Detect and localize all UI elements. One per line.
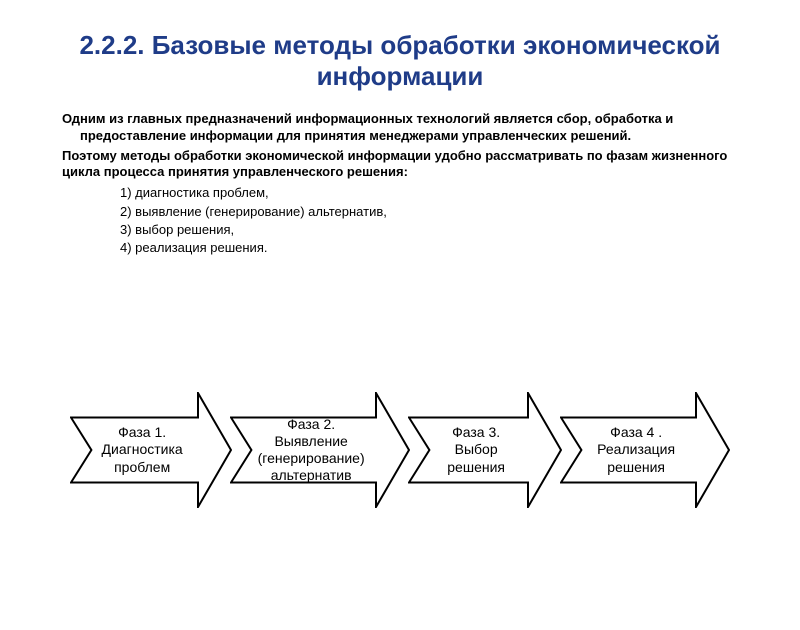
- phase-flow-diagram: Фаза 1. Диагностика проблем Фаза 2. Выяв…: [0, 392, 800, 508]
- phase-arrow-1: Фаза 1. Диагностика проблем: [70, 392, 232, 508]
- phase-arrow-3: Фаза 3. Выбор решения: [408, 392, 562, 508]
- phase-arrow-4: Фаза 4 . Реализация решения: [560, 392, 730, 508]
- intro-paragraph-2: Поэтому методы обработки экономической и…: [32, 148, 768, 181]
- phase-arrow-label: Фаза 4 . Реализация решения: [570, 424, 702, 475]
- phase-arrow-label: Фаза 3. Выбор решения: [418, 424, 534, 475]
- phase-list-item: 1) диагностика проблем,: [120, 184, 768, 202]
- phase-arrow-2: Фаза 2. Выявление (генерирование) альтер…: [230, 392, 410, 508]
- phase-arrow-label: Фаза 2. Выявление (генерирование) альтер…: [240, 416, 382, 484]
- phase-list-item: 4) реализация решения.: [120, 239, 768, 257]
- phase-arrow-label: Фаза 1. Диагностика проблем: [80, 424, 204, 475]
- phase-list: 1) диагностика проблем, 2) выявление (ге…: [120, 184, 768, 257]
- phase-list-item: 2) выявление (генерирование) альтернатив…: [120, 203, 768, 221]
- intro-paragraph-1: Одним из главных предназначений информац…: [32, 111, 768, 144]
- phase-list-item: 3) выбор решения,: [120, 221, 768, 239]
- page-title: 2.2.2. Базовые методы обработки экономич…: [40, 30, 760, 91]
